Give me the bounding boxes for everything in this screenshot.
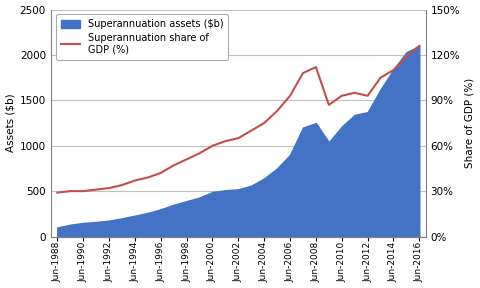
Superannuation share of
GDP (%) bbox=[184, 158, 190, 161]
Legend: Superannuation assets ($b), Superannuation share of
GDP (%): Superannuation assets ($b), Superannuati… bbox=[56, 14, 228, 60]
Superannuation share of
GDP (%) bbox=[223, 139, 228, 143]
Superannuation share of
GDP (%) bbox=[93, 188, 99, 191]
Superannuation share of
GDP (%) bbox=[145, 176, 151, 179]
Superannuation share of
GDP (%) bbox=[106, 186, 112, 190]
Superannuation share of
GDP (%) bbox=[210, 144, 216, 147]
Y-axis label: Share of GDP (%): Share of GDP (%) bbox=[465, 78, 474, 168]
Superannuation share of
GDP (%) bbox=[404, 55, 409, 58]
Superannuation share of
GDP (%) bbox=[352, 91, 358, 94]
Superannuation share of
GDP (%) bbox=[300, 71, 306, 75]
Superannuation share of
GDP (%) bbox=[391, 68, 396, 72]
Superannuation share of
GDP (%) bbox=[158, 171, 164, 175]
Superannuation share of
GDP (%) bbox=[171, 164, 177, 167]
Superannuation share of
GDP (%) bbox=[339, 94, 345, 98]
Superannuation share of
GDP (%) bbox=[417, 44, 422, 48]
Superannuation share of
GDP (%) bbox=[326, 103, 332, 107]
Superannuation share of
GDP (%) bbox=[197, 151, 203, 155]
Superannuation share of
GDP (%) bbox=[378, 76, 384, 79]
Superannuation share of
GDP (%) bbox=[261, 121, 267, 125]
Superannuation share of
GDP (%) bbox=[132, 179, 138, 182]
Superannuation share of
GDP (%) bbox=[313, 65, 319, 69]
Superannuation share of
GDP (%) bbox=[119, 183, 125, 187]
Superannuation share of
GDP (%) bbox=[235, 137, 241, 140]
Superannuation share of
GDP (%) bbox=[54, 191, 60, 194]
Superannuation share of
GDP (%) bbox=[80, 190, 86, 193]
Y-axis label: Assets ($b): Assets ($b) bbox=[6, 94, 15, 152]
Superannuation share of
GDP (%) bbox=[274, 109, 280, 113]
Line: Superannuation share of
GDP (%): Superannuation share of GDP (%) bbox=[57, 46, 420, 193]
Superannuation share of
GDP (%) bbox=[287, 94, 293, 98]
Superannuation share of
GDP (%) bbox=[365, 94, 371, 98]
Superannuation share of
GDP (%) bbox=[248, 129, 254, 132]
Superannuation share of
GDP (%) bbox=[67, 190, 73, 193]
